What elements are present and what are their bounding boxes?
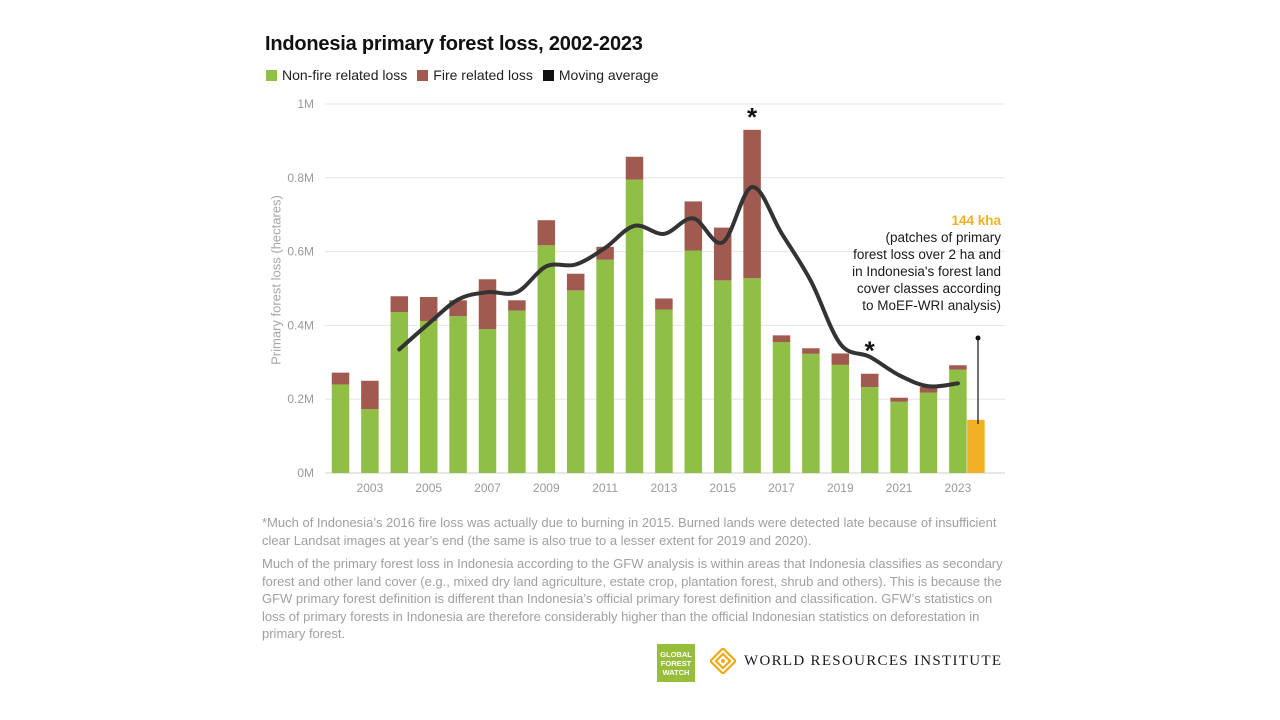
bar-non-fire-2008 (508, 310, 526, 473)
y-tick-label: 0.8M (287, 171, 314, 185)
bar-non-fire-2014 (684, 250, 703, 473)
bar-non-fire-2018 (802, 353, 820, 473)
bar-fire-2017 (772, 335, 791, 343)
y-tick-label: 0.4M (287, 318, 314, 332)
legend-item-non-fire: Non-fire related loss (266, 67, 407, 83)
annotation-2023: 144 kha (patches of primary forest loss … (851, 212, 1001, 314)
annotation-description: (patches of primary forest loss over 2 h… (852, 230, 1001, 313)
chart-title: Indonesia primary forest loss, 2002-2023 (265, 33, 643, 55)
wri-wordmark: WORLD RESOURCES INSTITUTE (744, 652, 1003, 669)
x-tick-label: 2023 (945, 481, 972, 495)
wri-logo: WORLD RESOURCES INSTITUTE (710, 648, 1002, 674)
footnote-definition: Much of the primary forest loss in Indon… (262, 556, 1003, 641)
bar-layer (331, 129, 985, 473)
annotation-leader-dot (975, 335, 981, 341)
asterisk-2016: * (747, 102, 758, 132)
bar-non-fire-2004 (390, 312, 409, 473)
asterisk-2020: * (865, 336, 876, 366)
bar-non-fire-2012 (625, 179, 644, 473)
bar-non-fire-2009 (537, 245, 556, 473)
x-tick-label: 2009 (533, 481, 560, 495)
bar-non-fire-2013 (655, 309, 673, 473)
bar-non-fire-2005 (419, 320, 438, 473)
annotation-layer: ** (747, 102, 981, 424)
bar-fire-2022 (919, 387, 938, 393)
x-tick-label: 2013 (651, 481, 678, 495)
bar-fire-2021 (890, 397, 908, 402)
bar-non-fire-2021 (890, 401, 908, 473)
annotation-value: 144 kha (951, 213, 1001, 228)
gfw-logo-line-3: WATCH (662, 667, 690, 677)
legend-item-moving-average: Moving average (542, 67, 659, 83)
legend-label-moving-average: Moving average (558, 67, 659, 83)
x-tick-label: 2011 (592, 481, 618, 495)
line-layer (397, 185, 960, 389)
legend-swatch-fire (417, 69, 429, 81)
y-tick-label: 0.6M (287, 245, 314, 259)
chart-legend: Non-fire related loss Fire related loss … (266, 67, 659, 83)
x-tick-label: 2015 (709, 481, 736, 495)
y-tick-label: 0.2M (287, 392, 314, 406)
bar-fire-2004 (390, 296, 409, 313)
bar-non-fire-2003 (361, 409, 379, 473)
bar-non-fire-2017 (772, 342, 791, 473)
bar-fire-2014 (684, 201, 703, 251)
bar-fire-2008 (508, 300, 526, 311)
bar-fire-2003 (361, 380, 379, 410)
x-tick-label: 2019 (827, 481, 854, 495)
bar-fire-2016 (743, 129, 761, 279)
tick-layer: 0M 0.2M 0.4M 0.6M 0.8M 1M 2003 2005 2007 2009 2011… (287, 97, 971, 495)
bar-non-fire-2011 (596, 259, 614, 473)
y-tick-label: 0M (297, 466, 314, 480)
gfw-logo-line-2: FOREST (660, 658, 692, 668)
bar-non-fire-2010 (566, 290, 585, 473)
legend-swatch-non-fire (266, 69, 277, 81)
bar-fire-2023 (949, 365, 967, 370)
legend-item-fire: Fire related loss (417, 67, 533, 83)
bar-fire-2018 (802, 348, 820, 354)
bar-fire-2012 (625, 156, 644, 180)
bar-non-fire-2019 (831, 364, 850, 473)
bar-non-fire-2007 (478, 329, 497, 473)
x-tick-label: 2017 (768, 481, 795, 495)
legend-label-fire: Fire related loss (433, 67, 533, 83)
bar-non-fire-2015 (713, 280, 732, 473)
x-tick-label: 2003 (357, 481, 384, 495)
bar-fire-2020 (860, 373, 879, 388)
x-tick-label: 2021 (886, 481, 913, 495)
bar-fire-2005 (419, 296, 438, 321)
bar-fire-2009 (537, 220, 556, 246)
gfw-logo-line-1: GLOBAL (660, 649, 692, 659)
x-tick-label: 2005 (415, 481, 442, 495)
legend-swatch-moving-average (542, 69, 554, 81)
wri-emblem-icon (710, 648, 736, 674)
moving-average-line (397, 185, 960, 389)
gfw-logo: GLOBAL FOREST WATCH (657, 644, 695, 682)
bar-non-fire-2016 (743, 278, 761, 473)
bar-fire-2013 (655, 298, 673, 310)
x-tick-label: 2007 (474, 481, 501, 495)
bar-fire-2019 (831, 353, 850, 365)
bar-fire-2007 (478, 279, 497, 330)
y-tick-label: 1M (297, 97, 314, 111)
bar-non-fire-2023 (949, 369, 967, 473)
bar-non-fire-2022 (919, 392, 938, 473)
footnote-fire: *Much of Indonesia’s 2016 fire loss was … (262, 515, 997, 548)
bar-non-fire-2002 (331, 384, 350, 473)
bar-highlight-2023 (967, 419, 985, 473)
bar-fire-2010 (566, 273, 585, 291)
bar-non-fire-2006 (449, 316, 467, 473)
legend-label-non-fire: Non-fire related loss (282, 67, 408, 83)
bar-non-fire-2020 (860, 387, 879, 473)
bar-fire-2002 (331, 372, 350, 385)
